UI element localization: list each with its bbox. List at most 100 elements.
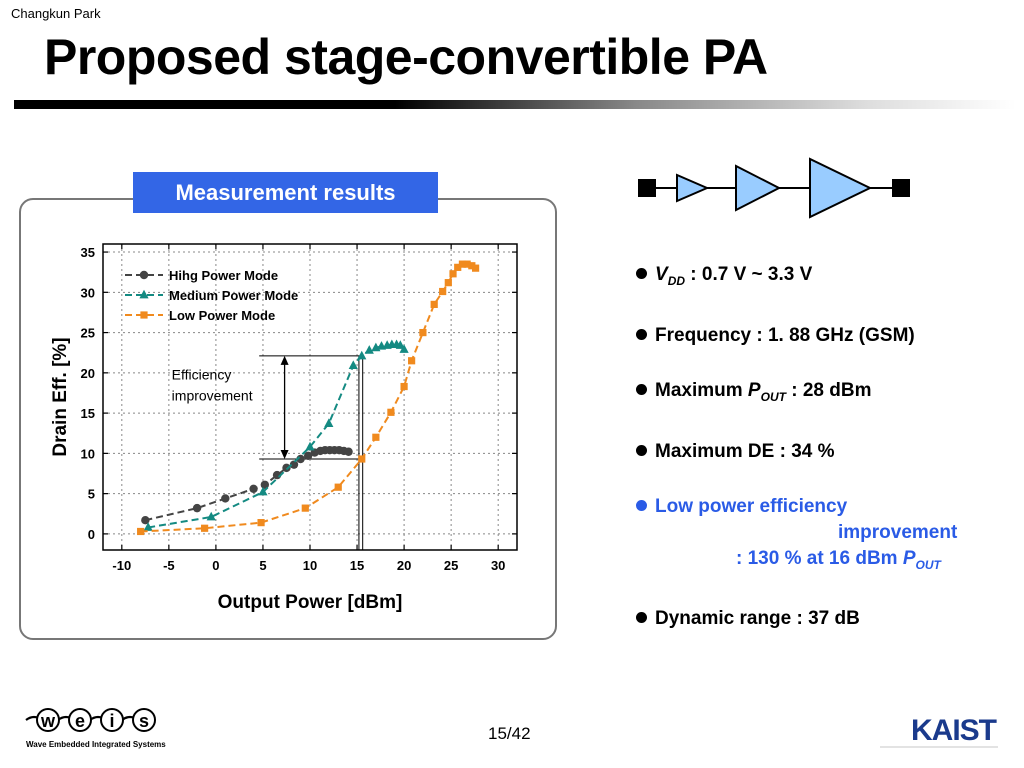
x-tick-label: 30 <box>491 558 505 573</box>
stage-3-amplifier-icon <box>809 157 873 219</box>
data-point-1 <box>206 511 216 521</box>
data-point-0 <box>289 460 299 469</box>
annotation-arrowhead-down <box>280 450 289 460</box>
data-point-1 <box>324 418 334 427</box>
max-pout-value: : 28 dBm <box>785 379 872 401</box>
y-tick-label: 35 <box>81 245 95 260</box>
output-port-icon <box>892 179 910 197</box>
x-tick-label: -10 <box>112 558 131 573</box>
frequency-text: Frequency : 1. 88 GHz (GSM) <box>655 324 915 346</box>
kaist-logo: KAIST <box>880 714 998 748</box>
weis-letter-i: i <box>109 711 114 731</box>
data-point-1 <box>399 344 409 353</box>
low-power-pout-subscript: OUT <box>915 557 941 572</box>
bullet-icon <box>636 328 647 340</box>
weis-letter-s: s <box>139 711 149 731</box>
annotation-text: Efficiency <box>172 366 232 382</box>
annotation-text: improvement <box>172 387 253 403</box>
x-tick-label: -5 <box>163 558 175 573</box>
data-point-2 <box>257 519 265 527</box>
x-tick-label: 0 <box>212 558 219 573</box>
data-point-2 <box>419 328 427 337</box>
data-point-2 <box>201 524 209 532</box>
legend-label-0: Hihg Power Mode <box>169 268 278 283</box>
data-point-1 <box>348 360 358 369</box>
weis-letter-w: w <box>40 711 56 731</box>
low-power-line3-text: : 130 % at 16 dBm <box>736 547 903 569</box>
vdd-symbol: V <box>655 264 668 285</box>
data-point-0 <box>141 516 150 525</box>
bullet-icon <box>636 444 647 456</box>
data-point-1 <box>305 441 315 451</box>
bullet-icon <box>636 268 647 279</box>
vdd-value: : 0.7 V ~ 3.3 V <box>685 264 813 285</box>
pa-stage-diagram <box>638 157 910 219</box>
legend-marker-0 <box>139 270 149 280</box>
spec-dynamic-range: Dynamic range : 37 dB <box>636 606 1016 632</box>
data-point-1 <box>258 486 268 496</box>
slide-title: Proposed stage-convertible PA <box>44 29 768 85</box>
data-point-0 <box>344 447 353 456</box>
y-tick-label: 0 <box>88 527 95 542</box>
y-tick-label: 15 <box>81 406 95 421</box>
data-point-2 <box>468 262 476 270</box>
x-tick-label: 25 <box>444 558 458 573</box>
bullet-icon <box>636 612 647 624</box>
legend-label-2: Low Power Mode <box>169 308 275 323</box>
data-point-1 <box>395 340 405 349</box>
data-point-2 <box>334 483 342 491</box>
spec-max-de: Maximum DE : 34 % <box>636 439 1016 465</box>
data-point-2 <box>444 279 452 287</box>
data-point-2 <box>408 357 416 365</box>
weis-tagline: Wave Embedded Integrated Systems <box>26 740 166 749</box>
dynamic-range-text: Dynamic range : 37 dB <box>655 608 860 630</box>
author-name: Changkun Park <box>11 6 101 21</box>
max-pout-label: Maximum <box>655 379 748 401</box>
data-point-2 <box>454 263 462 271</box>
stage-2-amplifier-icon <box>735 164 782 212</box>
bullet-icon <box>636 383 647 395</box>
title-underline <box>14 100 1016 109</box>
data-point-2 <box>137 527 145 536</box>
data-point-2 <box>439 287 447 296</box>
low-power-line1: Low power efficiency <box>655 495 848 517</box>
x-tick-label: 20 <box>397 558 411 573</box>
y-tick-label: 5 <box>88 487 95 502</box>
x-axis-label: Output Power [dBm] <box>218 592 403 613</box>
data-point-0 <box>303 451 313 460</box>
x-tick-label: 10 <box>303 558 317 573</box>
x-tick-label: 5 <box>259 558 266 573</box>
data-point-2 <box>430 300 438 308</box>
y-axis-label: Drain Eff. [%] <box>50 337 71 456</box>
annotation-arrowhead-up <box>280 355 289 365</box>
y-tick-label: 20 <box>81 366 95 381</box>
specs-list: VDD : 0.7 V ~ 3.3 V Frequency : 1. 88 GH… <box>636 262 1016 661</box>
x-tick-label: 15 <box>350 558 364 573</box>
data-point-1 <box>364 345 374 354</box>
efficiency-chart: -10 -5 0 5 10 15 20 25 30 0 5 10 15 20 25 30 35 Output Po… <box>50 243 518 613</box>
data-point-2 <box>301 504 309 512</box>
spec-max-pout: Maximum POUT : 28 dBm <box>636 378 1016 410</box>
data-point-2 <box>472 264 480 272</box>
page-number: 15/42 <box>488 724 531 743</box>
panel-title: Measurement results <box>133 172 438 213</box>
low-power-pout-symbol: P <box>902 547 916 569</box>
weis-logo: w e i s Wave Embedded Integrated Systems <box>25 708 166 749</box>
weis-letter-e: e <box>75 711 85 731</box>
data-point-2 <box>458 260 467 268</box>
kaist-wordmark: KAIST <box>911 714 997 747</box>
data-point-0 <box>192 503 202 513</box>
data-point-2 <box>387 408 395 416</box>
data-point-2 <box>358 455 366 463</box>
y-tick-label: 10 <box>81 446 95 461</box>
legend-label-1: Medium Power Mode <box>169 288 298 303</box>
data-point-2 <box>463 260 471 268</box>
spec-vdd: VDD : 0.7 V ~ 3.3 V <box>636 262 1016 294</box>
spec-low-power-efficiency: Low power efficiency improvement : 130 %… <box>636 494 1016 578</box>
low-power-line3: : 130 % at 16 dBm POUT <box>636 546 1016 578</box>
pout-subscript: OUT <box>760 389 786 404</box>
series-line-0 <box>145 449 349 522</box>
y-tick-label: 30 <box>81 285 95 300</box>
legend-marker-2 <box>140 311 148 319</box>
data-point-2 <box>449 270 457 278</box>
